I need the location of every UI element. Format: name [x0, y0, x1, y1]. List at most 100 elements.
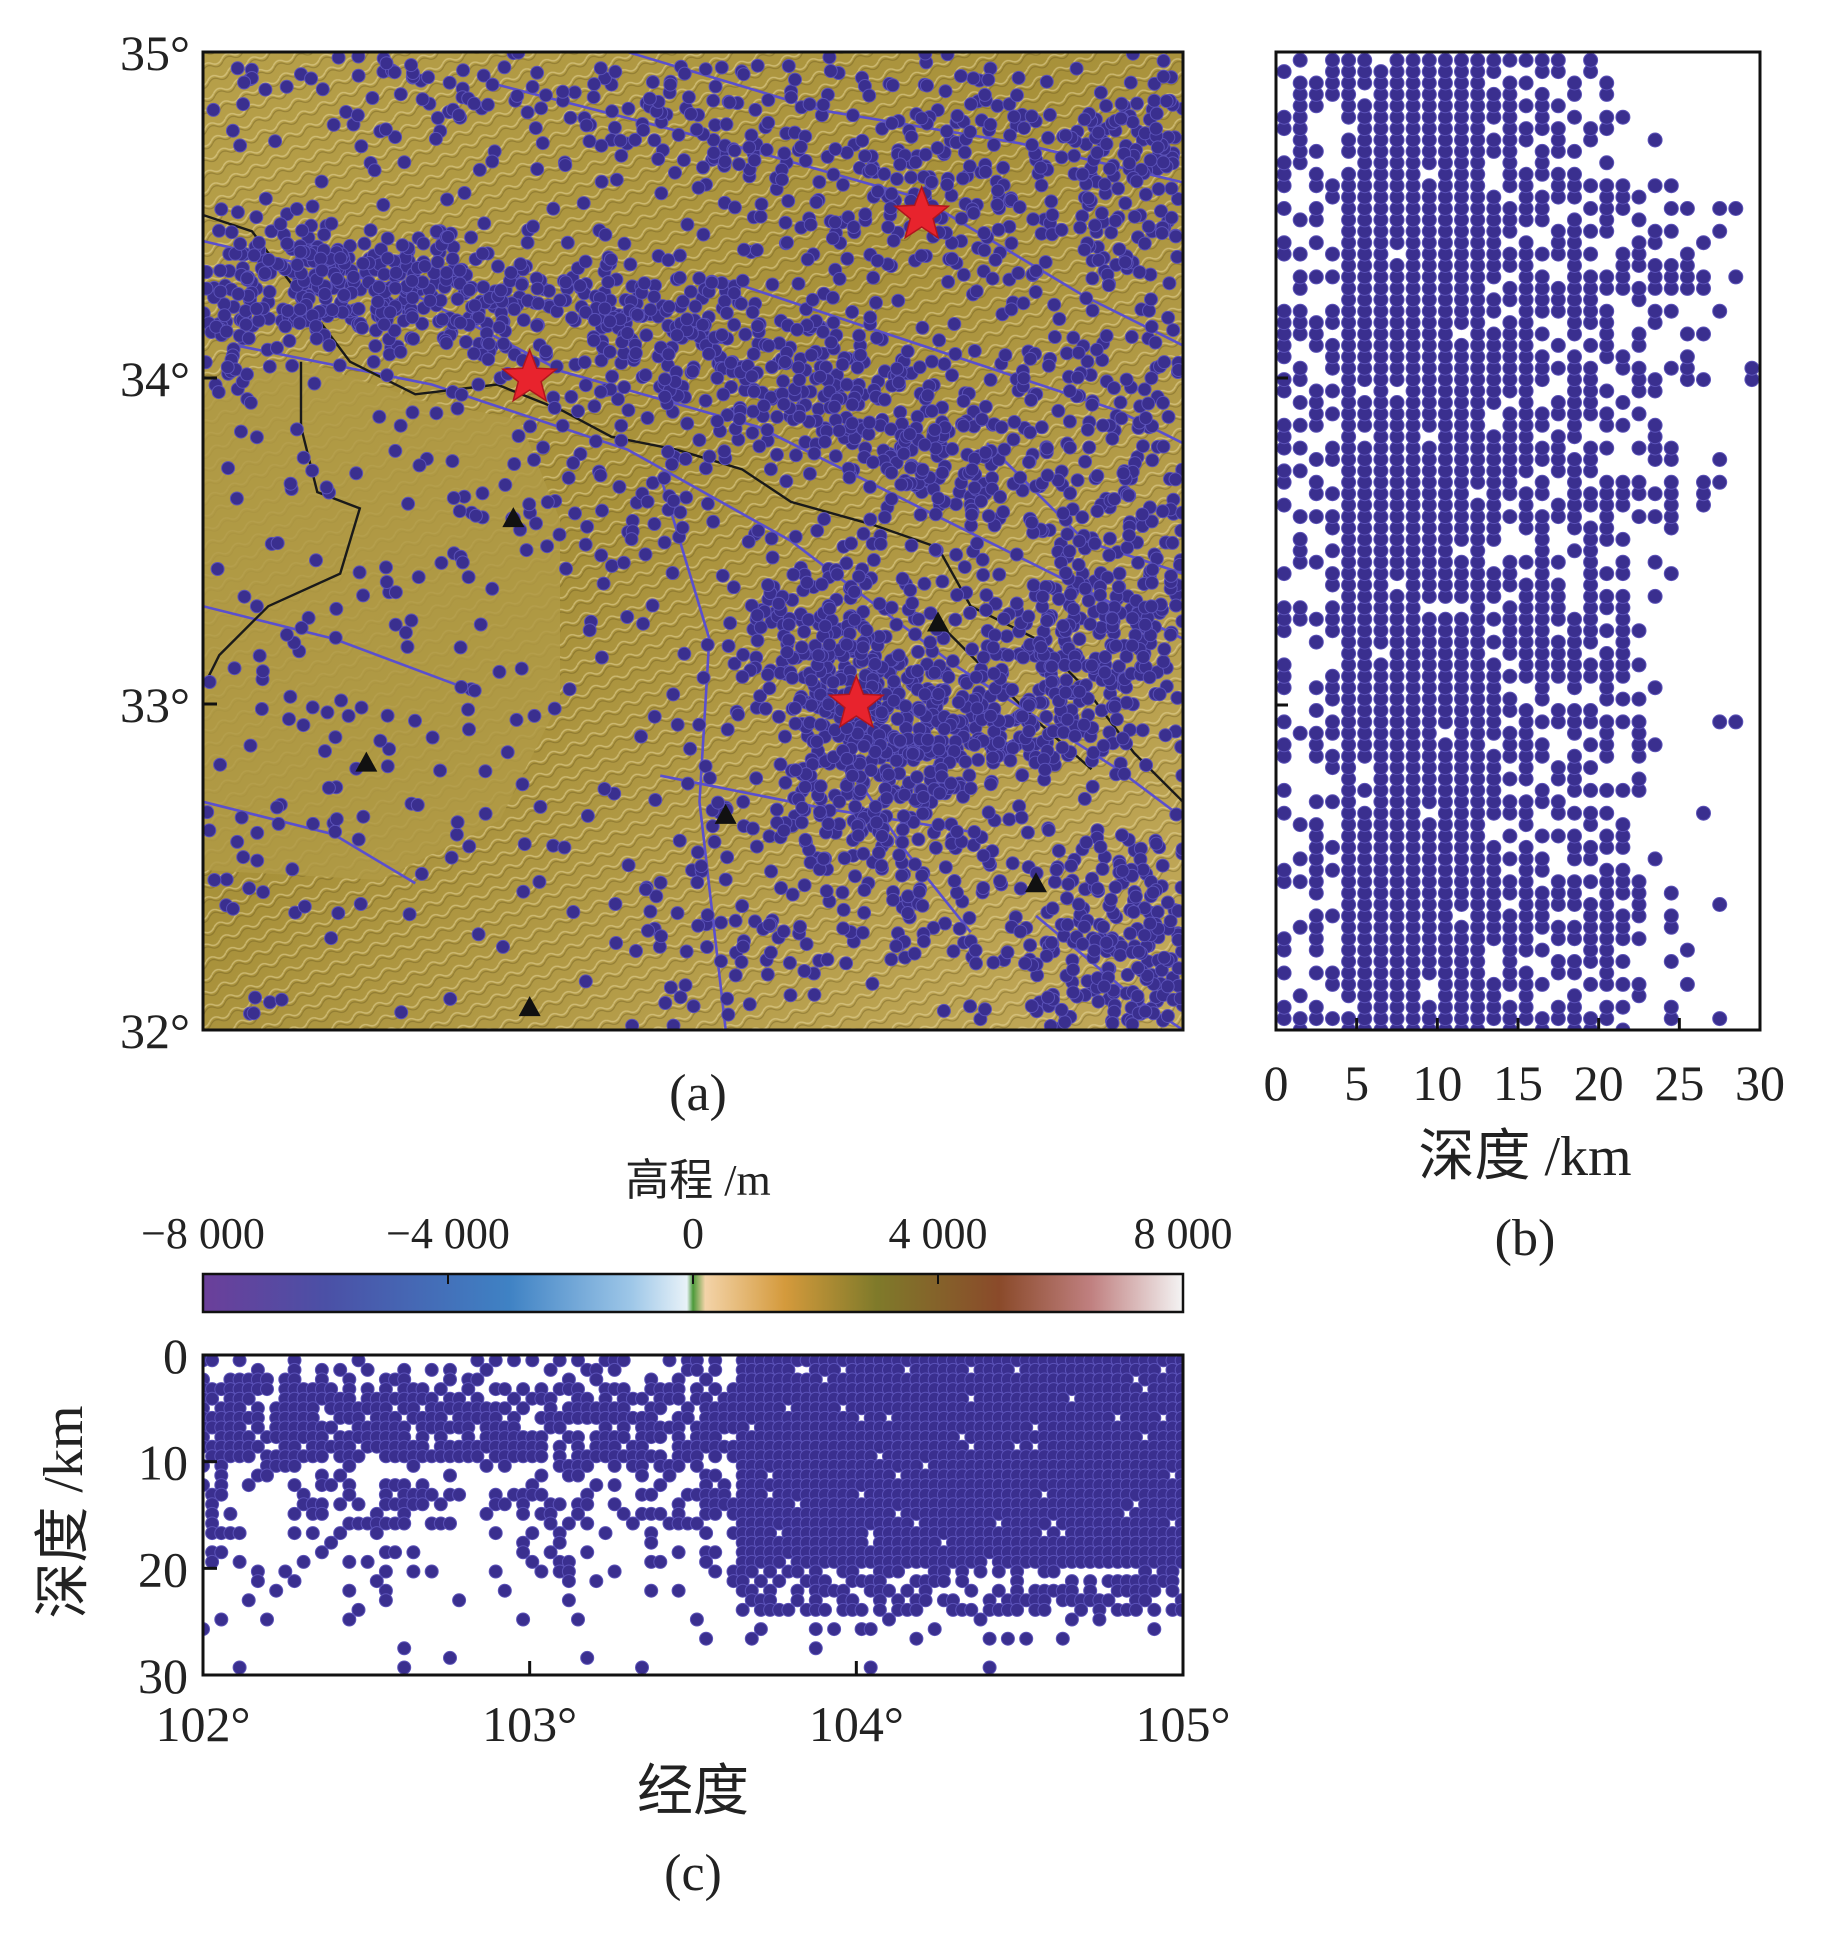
map-event: [593, 61, 608, 76]
depth-event: [1518, 75, 1534, 91]
map-event: [848, 799, 863, 814]
map-event: [736, 647, 751, 662]
map-event: [679, 490, 694, 505]
depth-event: [1518, 98, 1534, 114]
map-event: [1096, 738, 1111, 753]
map-event: [673, 990, 688, 1005]
map-event: [453, 315, 468, 330]
map-event: [452, 504, 467, 519]
map-event: [294, 620, 309, 635]
depth-event: [1647, 737, 1663, 753]
depth-event: [1534, 737, 1550, 753]
map-event: [240, 271, 255, 286]
depth-event: [1325, 600, 1340, 616]
map-event: [1057, 1015, 1072, 1030]
map-event: [817, 434, 832, 449]
map-event: [597, 782, 612, 796]
map-event: [455, 555, 470, 570]
map-event: [608, 64, 623, 79]
map-event: [798, 153, 813, 168]
depth-event: [1583, 657, 1599, 673]
map-event: [341, 708, 356, 723]
depth-event: [1276, 64, 1292, 80]
map-event: [804, 698, 819, 713]
depth-event: [1502, 554, 1518, 570]
map-event: [249, 301, 264, 316]
map-event: [1144, 319, 1159, 334]
map-event: [1097, 979, 1112, 994]
depth-event: [1599, 805, 1615, 821]
map-event: [802, 466, 817, 481]
map-event: [388, 617, 403, 632]
map-event: [812, 175, 827, 189]
map-event: [999, 629, 1014, 644]
map-event: [978, 399, 993, 414]
depth-event: [1534, 1011, 1550, 1027]
map-event: [387, 323, 402, 338]
map-event: [736, 939, 751, 954]
map-event: [476, 68, 491, 83]
depth-event: [1615, 178, 1631, 194]
map-event: [446, 491, 461, 505]
caption-a: (a): [669, 1065, 727, 1122]
map-event: [439, 265, 454, 280]
depth-event: [1534, 349, 1550, 365]
depth-event: [1550, 429, 1566, 445]
map-event: [467, 96, 482, 111]
map-event: [251, 313, 266, 328]
map-event: [1026, 578, 1041, 593]
depth-event: [1308, 315, 1324, 331]
map-event: [686, 999, 701, 1014]
map-event: [1034, 420, 1049, 435]
depth-event: [1502, 794, 1518, 810]
map-event: [454, 387, 469, 402]
map-event: [461, 702, 476, 717]
map-event: [523, 419, 538, 434]
depth-event: [1486, 326, 1502, 342]
map-event: [913, 507, 928, 522]
map-event: [763, 462, 778, 477]
map-event: [816, 851, 831, 866]
map-event: [1109, 638, 1124, 653]
map-event: [862, 415, 877, 430]
map-event: [1125, 638, 1140, 653]
map-event: [1038, 255, 1053, 270]
map-event: [542, 283, 556, 298]
depth-event: [1308, 75, 1324, 91]
map-event: [1001, 648, 1016, 663]
map-event: [578, 254, 593, 269]
map-event: [1004, 236, 1019, 251]
map-event: [866, 553, 881, 567]
depth-event: [1502, 600, 1518, 616]
map-event: [643, 302, 658, 317]
depth-event: [1308, 965, 1324, 981]
depth-event: [1502, 75, 1518, 91]
map-event: [1082, 440, 1097, 455]
map-event: [975, 552, 990, 567]
depth-event: [1518, 839, 1534, 855]
map-event: [672, 833, 687, 848]
map-event: [587, 399, 602, 414]
map-event: [947, 317, 962, 331]
map-event: [800, 252, 815, 267]
map-event: [734, 296, 749, 311]
map-event: [1023, 351, 1038, 366]
map-event: [1159, 94, 1174, 109]
map-event: [825, 290, 840, 305]
map-event: [761, 93, 776, 107]
map-event: [637, 276, 652, 291]
map-event: [915, 320, 930, 335]
map-event: [401, 496, 416, 511]
map-event: [1063, 587, 1078, 602]
map-event: [1160, 979, 1175, 994]
map-event: [783, 988, 798, 1003]
map-event: [950, 108, 965, 123]
map-event: [932, 786, 947, 801]
depth-event: [1663, 474, 1679, 490]
depth-event: [1357, 52, 1373, 68]
map-event: [889, 172, 904, 186]
depth-event: [1276, 714, 1292, 730]
depth-event: [1567, 611, 1582, 627]
depth-event: [1550, 52, 1566, 68]
map-event: [387, 65, 402, 80]
